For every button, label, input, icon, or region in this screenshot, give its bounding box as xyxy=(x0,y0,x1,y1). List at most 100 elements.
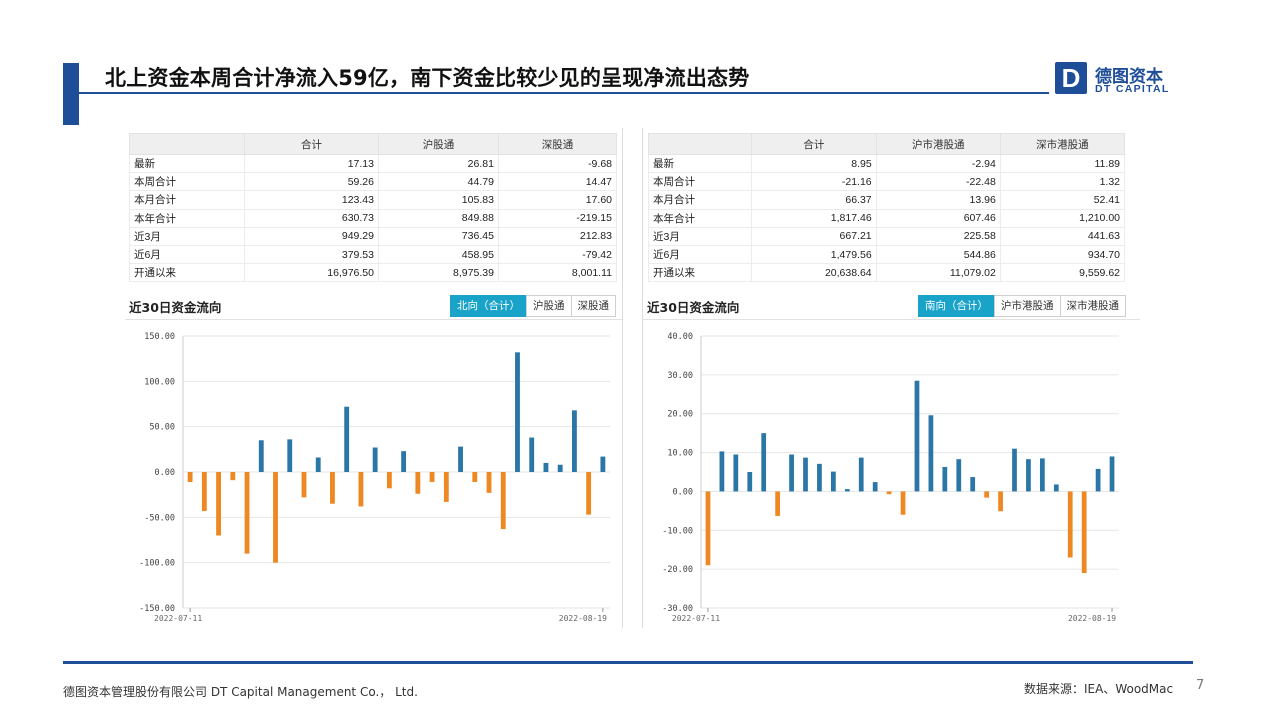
table-header-cell: 深市港股通 xyxy=(999,133,1126,155)
table-cell: -22.48 xyxy=(875,172,1001,192)
row-label: 近3月 xyxy=(648,226,752,246)
table-row: 本月合计 66.37 13.96 52.41 xyxy=(648,190,1126,210)
bar xyxy=(928,415,934,492)
bar xyxy=(201,472,207,511)
y-tick-label: -100.00 xyxy=(139,559,175,569)
northbound-tab-group: 北向（合计） 沪股通 深股通 xyxy=(450,295,616,317)
footer-source: 数据来源：IEA、WoodMac xyxy=(1024,682,1174,696)
y-tick-label: 10.00 xyxy=(667,449,693,459)
bar xyxy=(301,472,307,498)
y-tick-label: -20.00 xyxy=(662,565,693,575)
table-header-row: 合计 沪股通 深股通 xyxy=(129,133,618,155)
y-tick-label: 0.00 xyxy=(155,468,175,478)
title-underline xyxy=(79,92,1049,94)
table-row: 开通以来 16,976.50 8,975.39 8,001.11 xyxy=(129,263,618,283)
northbound-panel: 合计 沪股通 深股通 最新 17.13 26.81 -9.68 本周合计 59.26 44… xyxy=(125,128,623,628)
logo-name-cn: 德图资本 xyxy=(1095,67,1163,87)
row-label: 本年合计 xyxy=(648,208,752,228)
table-cell: 1,817.46 xyxy=(751,208,877,228)
row-label: 近6月 xyxy=(129,244,245,265)
logo-mark-icon: D xyxy=(1055,62,1087,94)
bar xyxy=(998,491,1003,512)
table-cell: 11,079.02 xyxy=(875,263,1001,283)
bar xyxy=(315,457,321,472)
row-label: 本月合计 xyxy=(648,190,752,210)
table-row: 近3月 667.21 225.58 441.63 xyxy=(648,226,1126,246)
bar xyxy=(858,457,864,492)
bar xyxy=(803,457,808,492)
table-cell: 66.37 xyxy=(751,190,877,210)
row-label: 本周合计 xyxy=(129,172,245,192)
table-cell: 458.95 xyxy=(377,244,499,265)
bar xyxy=(1026,459,1031,492)
bar xyxy=(287,439,293,472)
bar xyxy=(956,459,962,492)
bar xyxy=(942,466,948,492)
table-cell: 16,976.50 xyxy=(244,263,379,283)
tab-southbound-total[interactable]: 南向（合计） xyxy=(918,295,995,317)
table-row: 本年合计 1,817.46 607.46 1,210.00 xyxy=(648,208,1126,228)
y-tick-label: 20.00 xyxy=(667,410,693,420)
bar xyxy=(705,491,711,566)
tab-shanghai-connect[interactable]: 沪股通 xyxy=(526,295,572,317)
table-header-cell xyxy=(129,133,245,155)
table-cell: 1,210.00 xyxy=(999,208,1126,228)
bar xyxy=(486,472,492,493)
table-cell: 105.83 xyxy=(377,190,499,210)
table-cell: 1,479.56 xyxy=(751,244,877,265)
row-label: 近6月 xyxy=(648,244,752,265)
bar xyxy=(443,472,449,502)
y-tick-label: 150.00 xyxy=(144,332,175,342)
table-cell: 607.46 xyxy=(875,208,1001,228)
row-label: 近3月 xyxy=(129,226,245,246)
row-label: 最新 xyxy=(648,153,752,174)
tab-shenzhen-connect[interactable]: 深股通 xyxy=(570,295,616,317)
bar xyxy=(372,447,378,472)
table-cell: 225.58 xyxy=(875,226,1001,246)
table-cell: 1.32 xyxy=(999,172,1126,192)
bar xyxy=(543,462,549,472)
y-tick-label: -150.00 xyxy=(139,604,175,614)
table-cell: 44.79 xyxy=(377,172,499,192)
table-cell: 630.73 xyxy=(244,208,379,228)
table-cell: 9,559.62 xyxy=(999,263,1126,283)
table-cell: 949.29 xyxy=(244,226,379,246)
bar xyxy=(900,491,906,515)
x-tick-label-start: 2022-07-11 xyxy=(154,614,202,623)
logo-name-en: DT CAPITAL xyxy=(1095,83,1170,95)
page-title: 北上资金本周合计净流入59亿，南下资金比较少见的呈现净流出态势 xyxy=(105,66,750,90)
table-cell: 14.47 xyxy=(497,172,618,192)
bar xyxy=(1109,456,1115,492)
x-tick-label-end: 2022-08-19 xyxy=(559,614,607,623)
chart-title: 近30日资金流向 xyxy=(647,300,740,315)
table-header-row: 合计 沪市港股通 深市港股通 xyxy=(648,133,1126,155)
bar xyxy=(914,380,920,492)
table-cell: 52.41 xyxy=(999,190,1126,210)
bar xyxy=(330,472,335,504)
bar xyxy=(472,472,478,482)
bar xyxy=(258,440,264,472)
bar xyxy=(747,472,753,492)
table-row: 最新 8.95 -2.94 11.89 xyxy=(648,153,1126,174)
bar xyxy=(844,489,850,492)
company-logo: D 德图资本 DT CAPITAL xyxy=(1055,62,1185,98)
northbound-chart-header: 近30日资金流向 北向（合计） 沪股通 深股通 xyxy=(125,295,622,320)
bar xyxy=(500,472,506,530)
tab-shenzhen-hk-connect[interactable]: 深市港股通 xyxy=(1059,295,1126,317)
y-tick-label: 100.00 xyxy=(144,377,175,387)
table-row: 最新 17.13 26.81 -9.68 xyxy=(129,153,618,174)
y-tick-label: 50.00 xyxy=(149,423,175,433)
bar xyxy=(1012,448,1017,492)
table-row: 本周合计 59.26 44.79 14.47 xyxy=(129,172,618,192)
table-cell: 26.81 xyxy=(377,153,499,174)
bar xyxy=(719,451,725,492)
y-tick-label: -30.00 xyxy=(662,604,693,614)
page-number: 7 xyxy=(1196,678,1205,693)
table-cell: 8,001.11 xyxy=(497,263,618,283)
tab-northbound-total[interactable]: 北向（合计） xyxy=(450,295,527,317)
footer-company: 德图资本管理股份有限公司 DT Capital Management Co.， … xyxy=(63,685,418,699)
tab-shanghai-hk-connect[interactable]: 沪市港股通 xyxy=(994,295,1061,317)
table-cell: 11.89 xyxy=(999,153,1126,174)
bar xyxy=(230,472,236,481)
bar xyxy=(600,456,606,472)
